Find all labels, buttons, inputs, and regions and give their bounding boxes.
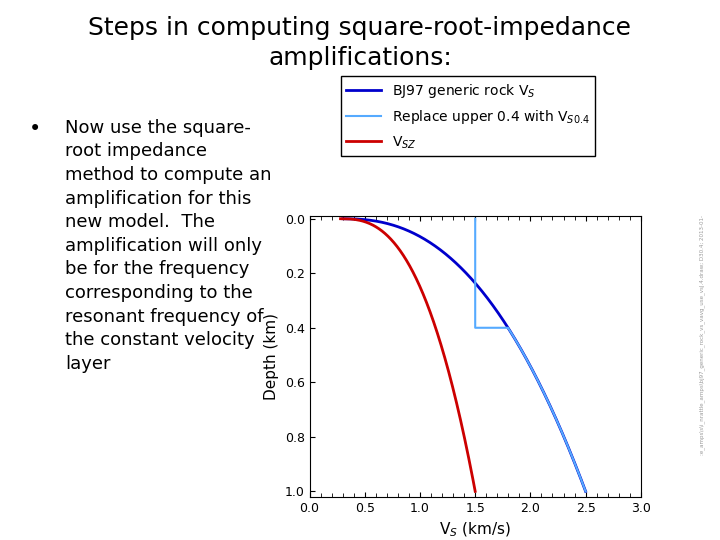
Text: :e_amps\s\i_nrattle_amps\bj97_generic_rock_vs_vavg_use_vsJ.4.draw; D30.4; 2013-0: :e_amps\s\i_nrattle_amps\bj97_generic_ro… <box>699 215 705 455</box>
Legend: BJ97 generic rock V$_S$, Replace upper 0.4 with V$_{S0.4}$, V$_{SZ}$: BJ97 generic rock V$_S$, Replace upper 0… <box>341 76 595 156</box>
Text: •: • <box>29 119 41 139</box>
Text: Now use the square-
root impedance
method to compute an
amplification for this
n: Now use the square- root impedance metho… <box>65 119 271 373</box>
X-axis label: V$_S$ (km/s): V$_S$ (km/s) <box>439 520 511 538</box>
Y-axis label: Depth (km): Depth (km) <box>264 313 279 400</box>
Text: Steps in computing square-root-impedance
amplifications:: Steps in computing square-root-impedance… <box>89 16 631 70</box>
